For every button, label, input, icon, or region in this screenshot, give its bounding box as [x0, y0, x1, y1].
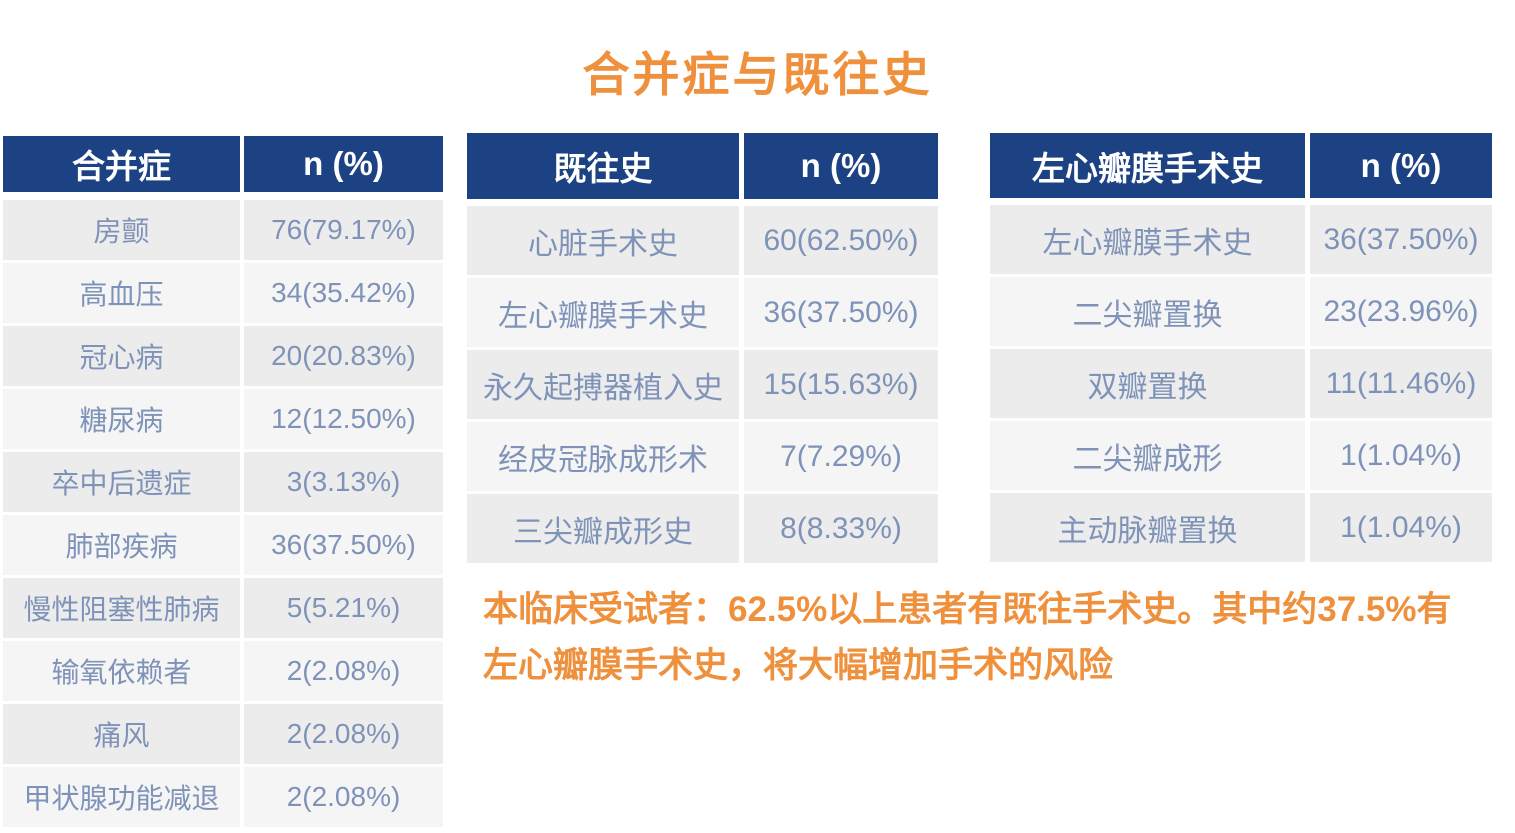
- table-row: 双瓣置换 11(11.46%): [990, 349, 1492, 418]
- table-row: 左心瓣膜手术史 36(37.50%): [990, 205, 1492, 274]
- table-cell: 永久起搏器植入史: [467, 350, 739, 419]
- table-cell: 糖尿病: [3, 389, 240, 449]
- table-cell: 主动脉瓣置换: [990, 493, 1305, 562]
- past-history-table: 既往史 n (%) 心脏手术史 60(62.50%) 左心瓣膜手术史 36(37…: [467, 133, 938, 566]
- table-row: 甲状腺功能减退 2(2.08%): [3, 767, 443, 827]
- table-header-row: 既往史 n (%): [467, 133, 938, 199]
- table-cell: 36(37.50%): [1310, 205, 1492, 274]
- table-cell: 23(23.96%): [1310, 277, 1492, 346]
- table-cell: 经皮冠脉成形术: [467, 422, 739, 491]
- table-header-row: 左心瓣膜手术史 n (%): [990, 133, 1492, 198]
- table-header-cell: n (%): [744, 133, 938, 199]
- table-cell: 1(1.04%): [1310, 493, 1492, 562]
- table-cell: 8(8.33%): [744, 494, 938, 563]
- table-row: 左心瓣膜手术史 36(37.50%): [467, 278, 938, 347]
- table-cell: 76(79.17%): [244, 200, 443, 260]
- table-cell: 34(35.42%): [244, 263, 443, 323]
- table-cell: 36(37.50%): [244, 515, 443, 575]
- table-row: 肺部疾病 36(37.50%): [3, 515, 443, 575]
- table-cell: 甲状腺功能减退: [3, 767, 240, 827]
- table-cell: 2(2.08%): [244, 767, 443, 827]
- table-row: 经皮冠脉成形术 7(7.29%): [467, 422, 938, 491]
- table-cell: 输氧依赖者: [3, 641, 240, 701]
- table-cell: 二尖瓣成形: [990, 421, 1305, 490]
- table-cell: 二尖瓣置换: [990, 277, 1305, 346]
- table-row: 永久起搏器植入史 15(15.63%): [467, 350, 938, 419]
- table-cell: 左心瓣膜手术史: [990, 205, 1305, 274]
- table-cell: 7(7.29%): [744, 422, 938, 491]
- table-cell: 三尖瓣成形史: [467, 494, 739, 563]
- table-cell: 冠心病: [3, 326, 240, 386]
- table-cell: 2(2.08%): [244, 641, 443, 701]
- table-cell: 1(1.04%): [1310, 421, 1492, 490]
- table-cell: 36(37.50%): [744, 278, 938, 347]
- table-cell: 房颤: [3, 200, 240, 260]
- left-valve-surgery-table: 左心瓣膜手术史 n (%) 左心瓣膜手术史 36(37.50%) 二尖瓣置换 2…: [990, 133, 1492, 565]
- summary-note-line: 左心瓣膜手术史，将大幅增加手术的风险: [483, 646, 1114, 685]
- table-row: 二尖瓣置换 23(23.96%): [990, 277, 1492, 346]
- table-cell: 高血压: [3, 263, 240, 323]
- table-row: 心脏手术史 60(62.50%): [467, 206, 938, 275]
- table-cell: 痛风: [3, 704, 240, 764]
- table-cell: 5(5.21%): [244, 578, 443, 638]
- table-row: 主动脉瓣置换 1(1.04%): [990, 493, 1492, 562]
- page-title: 合并症与既往史: [582, 48, 933, 101]
- comorbidity-table: 合并症 n (%) 房颤 76(79.17%) 高血压 34(35.42%) 冠…: [3, 136, 443, 830]
- table-cell: 卒中后遗症: [3, 452, 240, 512]
- table-cell: 肺部疾病: [3, 515, 240, 575]
- summary-note-line: 本临床受试者：62.5%以上患者有既往手术史。其中约37.5%有: [483, 590, 1452, 629]
- table-cell: 20(20.83%): [244, 326, 443, 386]
- table-header-cell: n (%): [244, 136, 443, 192]
- table-cell: 60(62.50%): [744, 206, 938, 275]
- table-row: 慢性阻塞性肺病 5(5.21%): [3, 578, 443, 638]
- table-row: 冠心病 20(20.83%): [3, 326, 443, 386]
- table-row: 房颤 76(79.17%): [3, 200, 443, 260]
- table-row: 输氧依赖者 2(2.08%): [3, 641, 443, 701]
- table-row: 痛风 2(2.08%): [3, 704, 443, 764]
- table-cell: 慢性阻塞性肺病: [3, 578, 240, 638]
- table-row: 糖尿病 12(12.50%): [3, 389, 443, 449]
- summary-note: 本临床受试者：62.5%以上患者有既往手术史。其中约37.5%有 左心瓣膜手术史…: [483, 582, 1503, 694]
- table-row: 高血压 34(35.42%): [3, 263, 443, 323]
- table-header-row: 合并症 n (%): [3, 136, 443, 192]
- table-row: 三尖瓣成形史 8(8.33%): [467, 494, 938, 563]
- table-header-cell: n (%): [1310, 133, 1492, 198]
- table-cell: 左心瓣膜手术史: [467, 278, 739, 347]
- table-header-cell: 既往史: [467, 133, 739, 199]
- table-cell: 双瓣置换: [990, 349, 1305, 418]
- table-cell: 2(2.08%): [244, 704, 443, 764]
- table-cell: 11(11.46%): [1310, 349, 1492, 418]
- table-cell: 心脏手术史: [467, 206, 739, 275]
- table-row: 二尖瓣成形 1(1.04%): [990, 421, 1492, 490]
- table-cell: 3(3.13%): [244, 452, 443, 512]
- table-cell: 12(12.50%): [244, 389, 443, 449]
- table-header-cell: 合并症: [3, 136, 240, 192]
- table-header-cell: 左心瓣膜手术史: [990, 133, 1305, 198]
- table-row: 卒中后遗症 3(3.13%): [3, 452, 443, 512]
- table-cell: 15(15.63%): [744, 350, 938, 419]
